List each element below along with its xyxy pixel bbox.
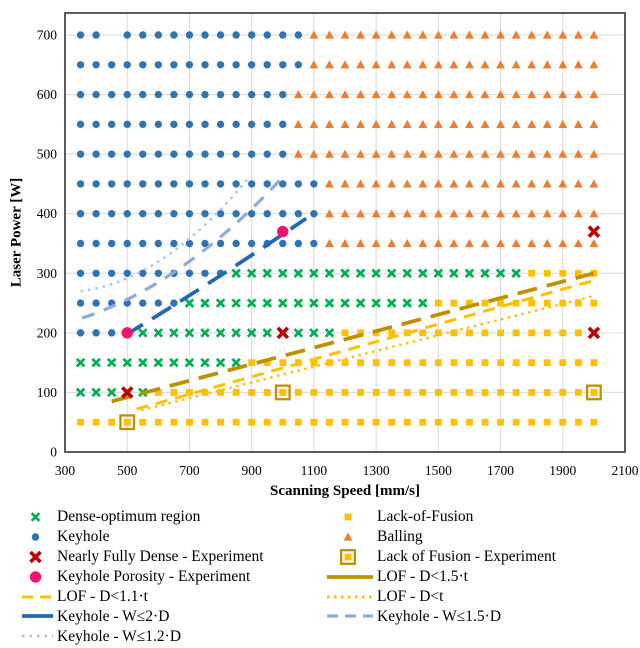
legend-marker-dense-icon [30, 512, 41, 522]
legend-label-lof-d-1-5-t: LOF - D<1.5·t [377, 567, 468, 585]
legend-item-keyhole-porosity-experiment: Keyhole Porosity - Experiment [20, 567, 320, 587]
svg-text:200: 200 [37, 325, 58, 340]
x-tick-labels: 300 500 700 900 1100 1300 1500 1700 1900 2100 [55, 463, 639, 478]
legend-column-right: Lack-of-Fusion Balling Lack of Fusion - Ex… [325, 507, 640, 626]
plot-border [64, 12, 626, 453]
svg-text:300: 300 [55, 463, 76, 478]
series-markers [75, 30, 599, 426]
legend-item-lof-d-1-1-t: LOF - D<1.1·t [20, 587, 320, 607]
legend-label-dense-optimum-region: Dense-optimum region [57, 508, 201, 526]
boundary-line-kh_w_le_15d [81, 172, 288, 320]
legend-item-keyhole: Keyhole [20, 527, 320, 547]
boundary-lines [80, 172, 595, 412]
svg-text:300: 300 [37, 266, 58, 281]
legend-item-lof-d-1-5-t: LOF - D<1.5·t [325, 567, 640, 587]
svg-text:1100: 1100 [301, 463, 328, 478]
legend-label-lack-of-fusion: Lack-of-Fusion [377, 508, 474, 526]
svg-text:1700: 1700 [487, 463, 514, 478]
legend-label-nearly-fully-dense-experiment: Nearly Fully Dense - Experiment [57, 547, 264, 565]
svg-text:700: 700 [37, 28, 58, 43]
legend-label-balling: Balling [377, 528, 423, 546]
boundary-line-kh_w_le_2d [123, 216, 308, 338]
boundary-line-kh_w_le_12d [80, 177, 250, 293]
process-map-chart: 300 500 700 900 1100 1300 1500 1700 1900 2100 0 100… [37, 12, 639, 478]
svg-text:2100: 2100 [612, 463, 639, 478]
legend-marker-keyhole-icon [31, 533, 40, 541]
svg-text:100: 100 [37, 385, 58, 400]
legend-line-lof_d_lt_t-icon [327, 595, 373, 598]
legend-label-keyhole-w-1-2-d: Keyhole - W≤1.2·D [57, 627, 182, 645]
legend-label-keyhole: Keyhole [57, 528, 110, 546]
legend-marker-lof-icon [344, 513, 352, 521]
x-axis-title: Scanning Speed [mm/s] [269, 483, 421, 499]
legend-marker-keyhole_porosity-icon [29, 570, 42, 583]
legend-label-keyhole-w-1-5-d: Keyhole - W≤1.5·D [377, 607, 502, 625]
legend-item-balling: Balling [325, 527, 640, 547]
legend-line-kh_w_le_12d-icon [22, 634, 53, 638]
legend-line-lof_d_lt_11t-icon [22, 595, 53, 598]
experiment-markers [119, 225, 602, 431]
legend-item-dense-optimum-region: Dense-optimum region [20, 507, 320, 527]
legend-label-lof-d-1-1-t: LOF - D<1.1·t [57, 587, 148, 605]
svg-text:1500: 1500 [425, 463, 452, 478]
y-tick-labels: 0 100 200 300 400 500 600 700 [37, 28, 58, 460]
legend-item-keyhole-w-1-2-d: Keyhole - W≤1.2·D [20, 626, 320, 646]
boundary-line-lof_d_lt_t [140, 294, 595, 412]
boundary-line-lof_d_lt_15t [111, 271, 595, 404]
svg-text:500: 500 [37, 147, 58, 162]
legend-item-lack-of-fusion-experiment: Lack of Fusion - Experiment [325, 547, 640, 567]
grid-lines [65, 13, 625, 452]
legend-line-kh_w_le_15d-icon [327, 614, 373, 618]
legend-item-keyhole-w-1-5-d: Keyhole - W≤1.5·D [325, 606, 640, 626]
legend-label-keyhole-w-2-d: Keyhole - W≤2·D [57, 607, 170, 625]
y-axis-title: Laser Power [W] [8, 177, 25, 288]
svg-text:500: 500 [117, 463, 138, 478]
svg-text:400: 400 [37, 206, 58, 221]
svg-text:700: 700 [179, 463, 200, 478]
svg-text:1300: 1300 [363, 463, 390, 478]
legend-item-keyhole-w-2-d: Keyhole - W≤2·D [20, 606, 320, 626]
svg-text:900: 900 [242, 463, 263, 478]
legend-label-lof-d-t: LOF - D<t [377, 587, 444, 605]
legend-label-lack-of-fusion-experiment: Lack of Fusion - Experiment [377, 547, 557, 565]
legend-item-nearly-fully-dense-experiment: Nearly Fully Dense - Experiment [20, 547, 320, 567]
legend-label-keyhole-porosity-experiment: Keyhole Porosity - Experiment [57, 567, 251, 585]
legend-marker-lack_of_fusion_exp-icon [340, 548, 356, 565]
legend-line-kh_w_le_2d-icon [22, 614, 53, 619]
legend-column-left: Dense-optimum region Keyhole Nearly Fully … [20, 507, 320, 646]
legend-marker-balling-icon [343, 532, 353, 541]
svg-text:1900: 1900 [549, 463, 576, 478]
legend-item-lof-d-t: LOF - D<t [325, 587, 640, 607]
svg-text:0: 0 [50, 445, 57, 460]
legend-item-lack-of-fusion: Lack-of-Fusion [325, 507, 640, 527]
svg-text:600: 600 [37, 87, 58, 102]
boundary-line-lof_d_lt_11t [136, 278, 595, 411]
legend-line-lof_d_lt_15t-icon [327, 574, 373, 579]
legend-marker-nearly_fully_dense-icon [29, 550, 42, 563]
